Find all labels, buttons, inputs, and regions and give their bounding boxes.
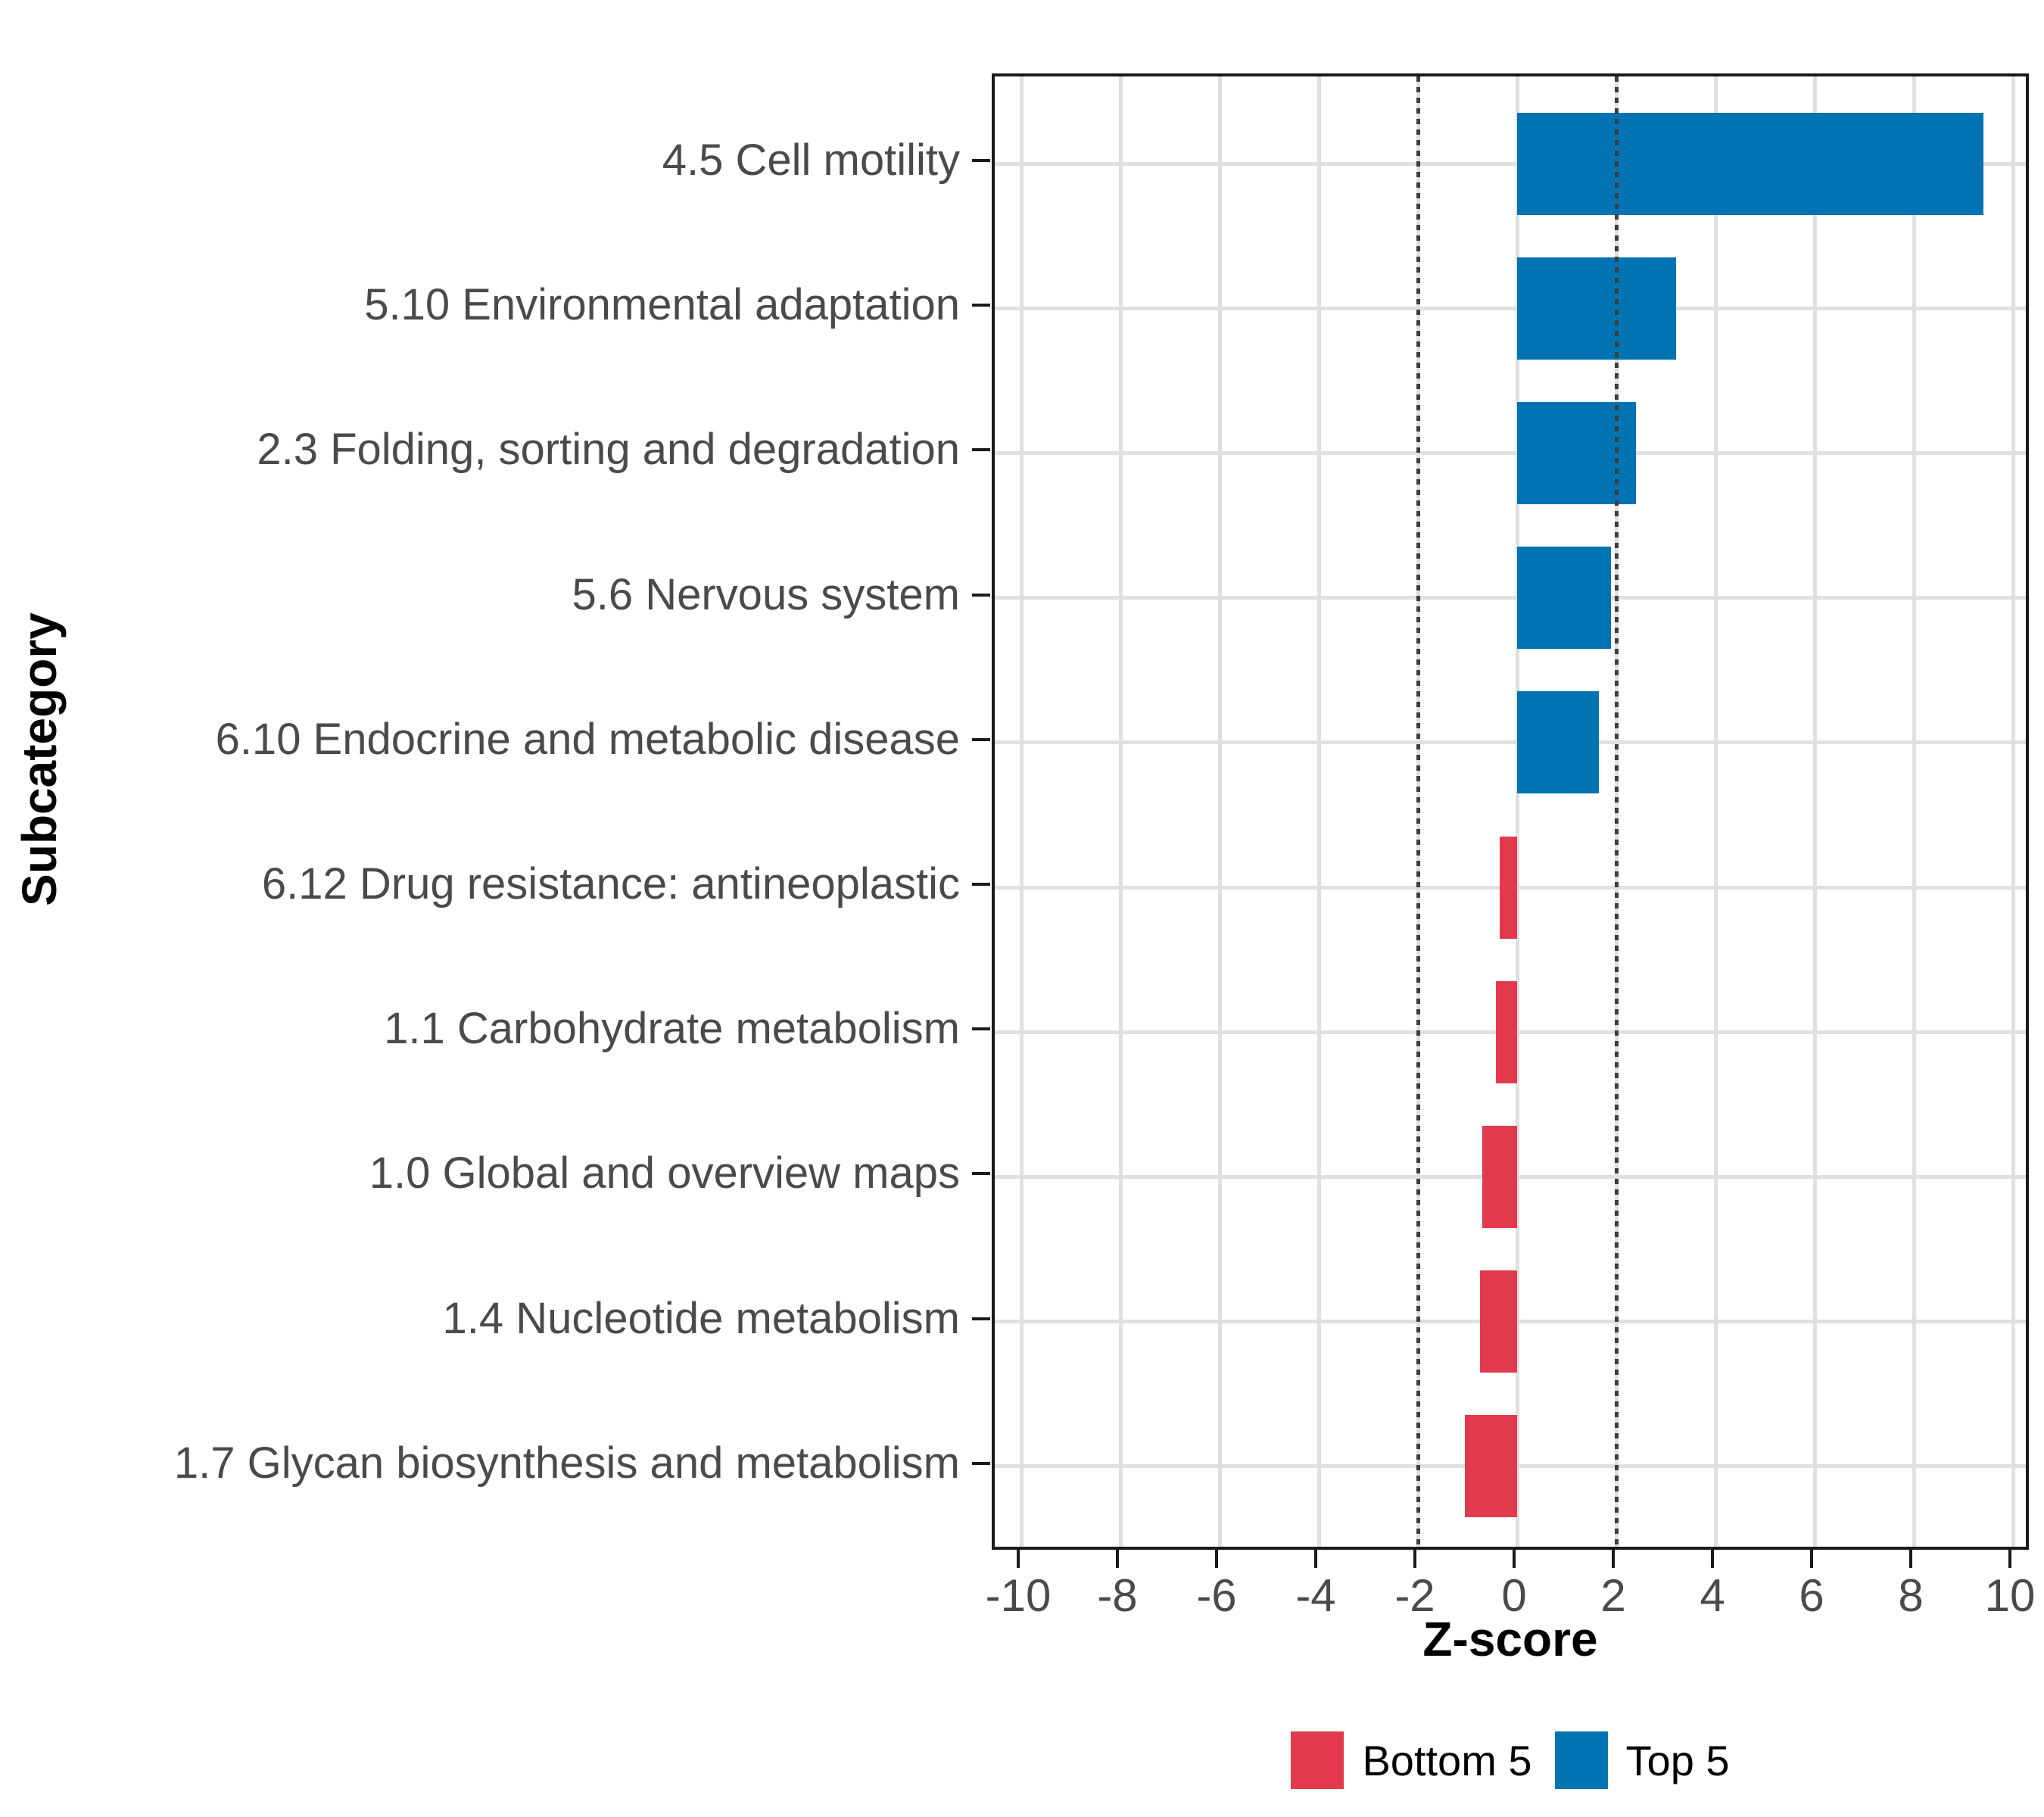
x-gridline	[1912, 76, 1916, 1547]
x-tick-mark	[1612, 1550, 1615, 1568]
y-axis-category-label: 2.3 Folding, sorting and degradation	[257, 425, 960, 475]
bar-top-5	[1517, 257, 1676, 360]
x-tick-mark	[2008, 1550, 2011, 1568]
y-gridline	[995, 306, 2026, 310]
bar-bottom-5	[1482, 1125, 1517, 1228]
x-tick-label: 4	[1700, 1570, 1725, 1621]
legend-label: Top 5	[1625, 1736, 1730, 1784]
y-tick-mark	[972, 1317, 990, 1320]
y-tick-mark	[972, 304, 990, 307]
x-tick-mark	[1017, 1550, 1020, 1568]
x-tick-mark	[1711, 1550, 1714, 1568]
plot-panel	[992, 73, 2029, 1550]
x-gridline	[1515, 76, 1519, 1547]
y-axis-category-label: 5.10 Environmental adaptation	[364, 280, 960, 330]
y-gridline	[995, 450, 2026, 455]
x-gridline	[1217, 76, 1222, 1547]
bar-bottom-5	[1465, 1415, 1517, 1518]
y-axis-category-label: 1.1 Carbohydrate metabolism	[384, 1004, 960, 1054]
x-tick-mark	[1413, 1550, 1416, 1568]
legend-swatch-bottom-5	[1291, 1731, 1344, 1789]
y-axis-category-label: 5.6 Nervous system	[572, 569, 960, 619]
y-tick-mark	[972, 448, 990, 452]
y-tick-mark	[972, 1172, 990, 1176]
x-tick-label: -6	[1196, 1570, 1237, 1621]
x-tick-label: 6	[1799, 1570, 1824, 1621]
bar-bottom-5	[1479, 1270, 1517, 1373]
x-axis-title: Z-score	[1422, 1612, 1598, 1666]
x-gridline	[1713, 76, 1718, 1547]
y-tick-mark	[972, 1027, 990, 1031]
y-tick-mark	[972, 159, 990, 162]
x-tick-label: -8	[1097, 1570, 1138, 1621]
legend-label: Bottom 5	[1362, 1736, 1532, 1784]
y-axis-category-label: 6.10 Endocrine and metabolic disease	[215, 714, 960, 764]
reference-line	[1614, 76, 1619, 1547]
x-tick-mark	[1116, 1550, 1119, 1568]
x-tick-label: 10	[1984, 1570, 2036, 1621]
bar-top-5	[1517, 112, 1983, 215]
y-tick-mark	[972, 593, 990, 597]
x-tick-label: -10	[985, 1570, 1052, 1621]
x-gridline	[1812, 76, 1817, 1547]
x-gridline	[1118, 76, 1123, 1547]
x-tick-label: -2	[1394, 1570, 1435, 1621]
bar-top-5	[1517, 401, 1637, 504]
legend-item: Bottom 5	[1291, 1731, 1532, 1789]
y-tick-mark	[972, 1461, 990, 1465]
x-tick-mark	[1810, 1550, 1813, 1568]
y-gridline	[995, 161, 2026, 166]
legend-item: Top 5	[1554, 1731, 1730, 1789]
bar-top-5	[1517, 691, 1600, 794]
bar-bottom-5	[1500, 836, 1517, 939]
x-tick-label: 8	[1898, 1570, 1924, 1621]
x-tick-mark	[1215, 1550, 1218, 1568]
y-tick-mark	[972, 883, 990, 886]
legend-swatch-top-5	[1554, 1731, 1608, 1789]
legend: Bottom 5 Top 5	[992, 1726, 2029, 1794]
x-tick-label: 0	[1501, 1570, 1527, 1621]
x-tick-mark	[1314, 1550, 1317, 1568]
bar-bottom-5	[1495, 980, 1517, 1083]
y-gridline	[995, 596, 2026, 600]
y-axis-category-label: 1.0 Global and overview maps	[369, 1148, 960, 1198]
x-gridline	[2011, 76, 2015, 1547]
y-gridline	[995, 740, 2026, 745]
x-tick-mark	[1909, 1550, 1912, 1568]
y-tick-mark	[972, 737, 990, 741]
y-axis-category-label: 6.12 Drug resistance: antineoplastic	[261, 859, 960, 908]
x-tick-label: -4	[1295, 1570, 1336, 1621]
reference-line	[1416, 76, 1420, 1547]
y-axis-category-label: 1.7 Glycan biosynthesis and metabolism	[173, 1438, 960, 1488]
y-axis-category-label: 4.5 Cell motility	[662, 136, 960, 185]
bar-top-5	[1517, 547, 1612, 650]
x-tick-mark	[1513, 1550, 1516, 1568]
x-gridline	[1019, 76, 1024, 1547]
x-tick-label: 2	[1600, 1570, 1626, 1621]
y-axis-category-label: 1.4 Nucleotide metabolism	[442, 1293, 960, 1343]
x-gridline	[1316, 76, 1321, 1547]
